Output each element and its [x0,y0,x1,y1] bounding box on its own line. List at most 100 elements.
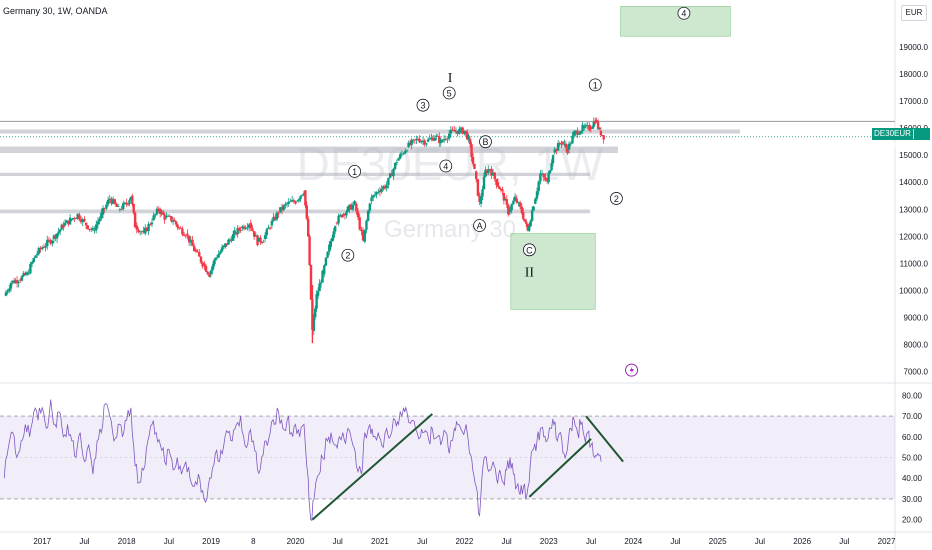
candle-body [4,292,8,296]
candle-body [482,176,486,190]
candle-body [171,221,175,222]
candle-body [6,290,9,293]
candle-body [456,130,459,134]
candle-body [22,272,25,277]
candle-body [30,262,34,264]
candle-body [572,131,576,136]
candle-body [556,142,560,151]
candle-body [105,204,108,209]
candle-body [47,239,51,241]
time-tick-label: Jul [670,537,680,546]
candle-body [504,199,507,201]
candle-body [335,222,339,224]
candle-body [358,217,361,230]
price-tick-label: 15000.0 [899,151,928,160]
lightning-icon [629,366,635,375]
candle-body [579,131,583,134]
watermark-name: Germany 30 [384,216,516,243]
time-tick-label: Jul [164,537,174,546]
candle-body [304,190,307,206]
price-tick-label: 13000.0 [899,205,928,214]
price-label-value: 15683.2 [874,141,903,150]
candle-body [555,149,558,151]
candle-body [27,273,30,275]
rsi-trendline [311,413,433,521]
candle-body [407,142,410,148]
candle-body [382,186,385,189]
candle-body [11,280,14,283]
candle-body [277,212,280,214]
time-tick-label: 2019 [202,537,220,546]
price-tick-label: 18000.0 [899,70,928,79]
candle-body [140,231,144,233]
candle-body [100,212,103,219]
candle-body [415,138,418,141]
time-tick-label: Jul [755,537,765,546]
candle-body [78,214,81,220]
wave-label-text: B [482,137,488,147]
candle-body [41,247,44,250]
candle-body [569,143,572,145]
candle-body [548,170,552,173]
candle-body [235,233,238,235]
currency-button[interactable]: EUR [901,5,927,21]
candle-body [385,185,388,189]
candle-body [290,200,294,202]
candle-body [237,228,241,231]
candle-body [251,228,254,232]
candle-body [346,206,350,212]
candle-body [353,200,356,205]
candle-body [294,201,297,204]
candle-body [487,169,490,173]
candle-body [274,216,277,220]
rsi-tick-label: 50.00 [902,454,923,463]
candle-body [198,252,201,257]
candle-body [550,163,553,171]
candle-body [438,136,441,144]
candle-body [451,129,454,131]
candle-body [203,263,206,266]
candle-body [204,265,208,272]
candle-body [340,214,344,218]
candle-body [343,214,347,216]
candle-body [314,308,317,318]
candle-body [510,204,513,211]
wave-label-text: C [526,245,533,255]
candle-body [155,208,159,215]
candle-body [145,227,149,232]
candle-body [387,177,390,185]
candle-body [125,202,128,205]
candle-body [29,263,32,274]
candle-body [192,246,196,252]
time-tick-label: 2023 [540,537,558,546]
time-tick-label: 2025 [709,537,727,546]
candle-body [478,195,481,202]
wave-label-circle [442,86,456,100]
candle-body [292,200,296,202]
wave-label-circle [473,219,486,232]
candle-body [589,128,593,129]
candle-body [481,189,484,197]
candle-body [308,236,311,265]
candle-body [8,288,11,291]
candle-body [583,126,586,129]
candle-body [208,273,211,277]
candle-body [123,202,127,204]
candle-body [174,221,178,225]
wave-label-circle [348,165,362,178]
candle-body [356,211,360,218]
time-tick-label: 2024 [624,537,642,546]
candle-body [476,179,480,196]
candle-body [63,223,67,226]
candle-body [135,225,138,230]
candle-body [296,200,299,202]
candle-body [67,220,70,225]
candle-body [272,216,275,221]
candle-body [247,224,251,228]
candle-body [578,133,581,135]
candle-body [365,220,368,230]
candle-body [490,168,493,176]
candle-body [499,189,503,190]
candle-body [39,247,42,250]
